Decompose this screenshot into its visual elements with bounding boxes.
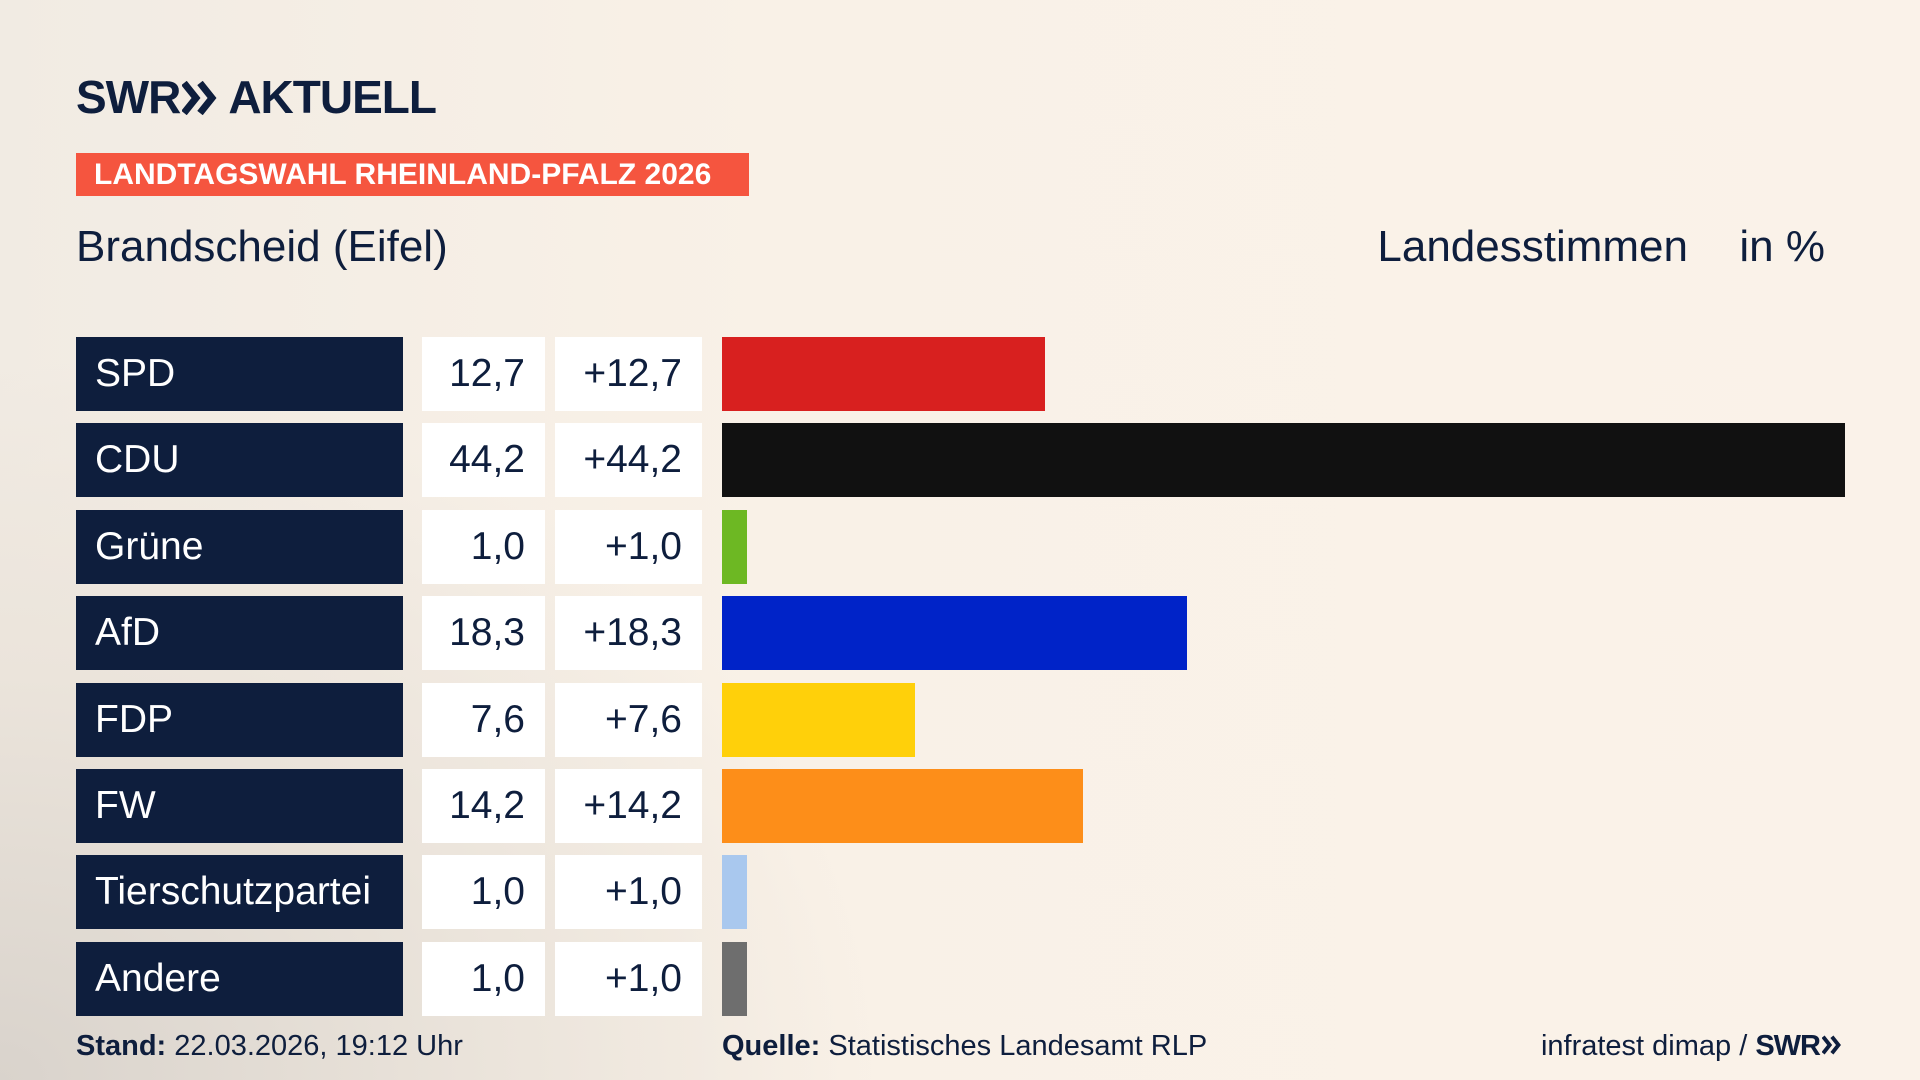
banner: LANDTAGSWAHL RHEINLAND-PFALZ 2026 [76,153,749,196]
chart-subtitle: Landesstimmen [1377,222,1688,271]
logo: SWR AKTUELL [76,70,437,124]
value-label: 7,6 [422,682,545,757]
change-label: +1,0 [555,509,702,584]
value-label: 12,7 [422,337,545,411]
credit-chevrons [1821,1035,1841,1055]
change-label: +7,6 [555,682,702,757]
value-label: 1,0 [422,509,545,584]
bar [722,337,1045,411]
value-label: 1,0 [422,855,545,930]
source-value: Statistisches Landesamt RLP [828,1030,1208,1062]
logo-chevrons [181,80,217,116]
bar [722,509,748,584]
change-label: +44,2 [555,423,702,498]
bar [722,682,916,757]
value-label: 44,2 [422,423,545,498]
value-label: 18,3 [422,596,545,671]
party-name: Grüne [76,509,403,584]
change-label: +1,0 [555,941,702,1016]
party-name: Andere [76,941,403,1016]
party-name: AfD [76,596,403,671]
party-name: CDU [76,423,403,498]
bar [722,855,748,930]
stand: Stand: 22.03.2026, 19:12 Uhr [76,1030,463,1063]
stand-value: 22.03.2026, 19:12 Uhr [174,1030,463,1062]
bar [722,941,748,1016]
party-name: FW [76,769,403,843]
logo-name: SWR [76,71,181,123]
unit: in % [1739,222,1825,271]
bar [722,423,1845,498]
credit-logo: SWR [1755,1030,1821,1062]
source: Quelle: Statistisches Landesamt RLP [722,1030,1207,1063]
credit: infratest dimap / SWR [1541,1030,1844,1063]
logo-section: AKTUELL [228,71,437,123]
source-label: Quelle: [722,1030,821,1062]
change-label: +12,7 [555,337,702,411]
bar [722,596,1187,671]
party-name: Tierschutzpartei [76,855,403,930]
stand-label: Stand: [76,1030,167,1062]
change-label: +14,2 [555,769,702,843]
party-name: FDP [76,682,403,757]
credit-text: infratest dimap / [1540,1030,1748,1062]
bar [722,769,1083,843]
value-label: 14,2 [422,769,545,843]
party-name: SPD [76,337,403,411]
value-label: 1,0 [422,941,545,1016]
change-label: +18,3 [555,596,702,671]
change-label: +1,0 [555,855,702,930]
chart-title: Brandscheid (Eifel) [76,222,448,271]
